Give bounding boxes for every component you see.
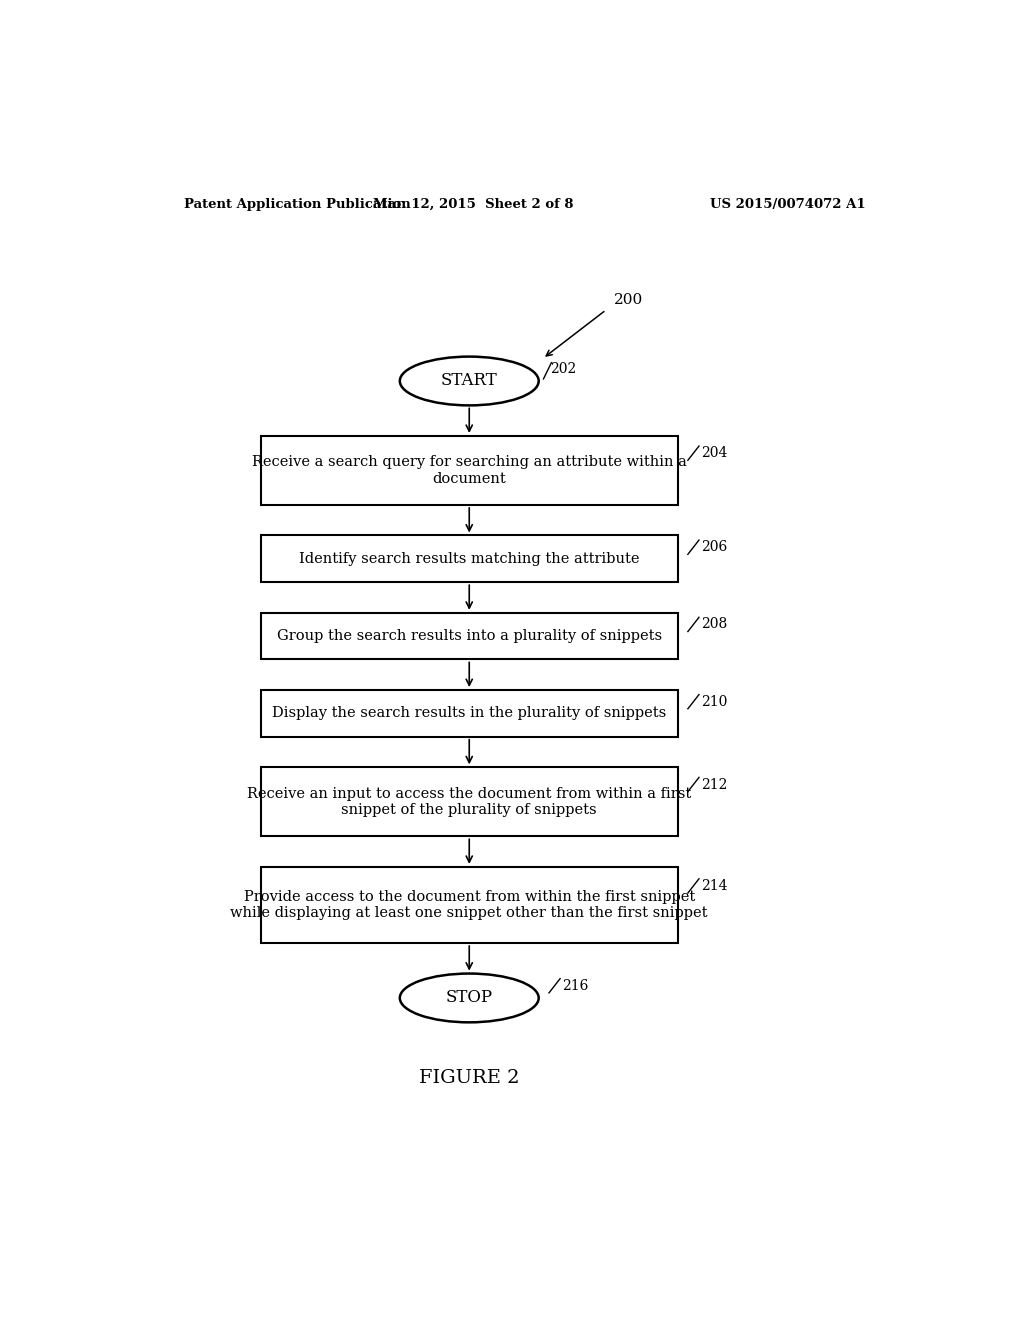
Text: Patent Application Publication: Patent Application Publication: [183, 198, 411, 211]
Text: Mar. 12, 2015  Sheet 2 of 8: Mar. 12, 2015 Sheet 2 of 8: [373, 198, 573, 211]
Text: 208: 208: [700, 618, 727, 631]
FancyBboxPatch shape: [261, 867, 678, 942]
Ellipse shape: [399, 974, 539, 1023]
FancyBboxPatch shape: [261, 612, 678, 660]
Text: Display the search results in the plurality of snippets: Display the search results in the plural…: [272, 706, 667, 721]
Text: Group the search results into a plurality of snippets: Group the search results into a pluralit…: [276, 630, 662, 643]
Text: 202: 202: [550, 362, 577, 376]
Text: STOP: STOP: [445, 990, 493, 1006]
Text: Receive a search query for searching an attribute within a
document: Receive a search query for searching an …: [252, 455, 687, 486]
Text: 206: 206: [700, 540, 727, 554]
Text: 210: 210: [700, 694, 727, 709]
FancyBboxPatch shape: [261, 436, 678, 506]
FancyBboxPatch shape: [261, 767, 678, 837]
Text: 212: 212: [700, 777, 727, 792]
Text: 214: 214: [700, 879, 727, 892]
FancyBboxPatch shape: [261, 690, 678, 737]
Text: Provide access to the document from within the first snippet
while displaying at: Provide access to the document from with…: [230, 890, 708, 920]
Text: US 2015/0074072 A1: US 2015/0074072 A1: [711, 198, 866, 211]
Ellipse shape: [399, 356, 539, 405]
Text: START: START: [441, 372, 498, 389]
Text: FIGURE 2: FIGURE 2: [419, 1069, 519, 1088]
Text: Receive an input to access the document from within a first
snippet of the plura: Receive an input to access the document …: [247, 787, 691, 817]
Text: 200: 200: [614, 293, 643, 306]
Text: 204: 204: [700, 446, 727, 461]
FancyBboxPatch shape: [261, 536, 678, 582]
Text: Identify search results matching the attribute: Identify search results matching the att…: [299, 552, 640, 566]
Text: 216: 216: [562, 978, 588, 993]
